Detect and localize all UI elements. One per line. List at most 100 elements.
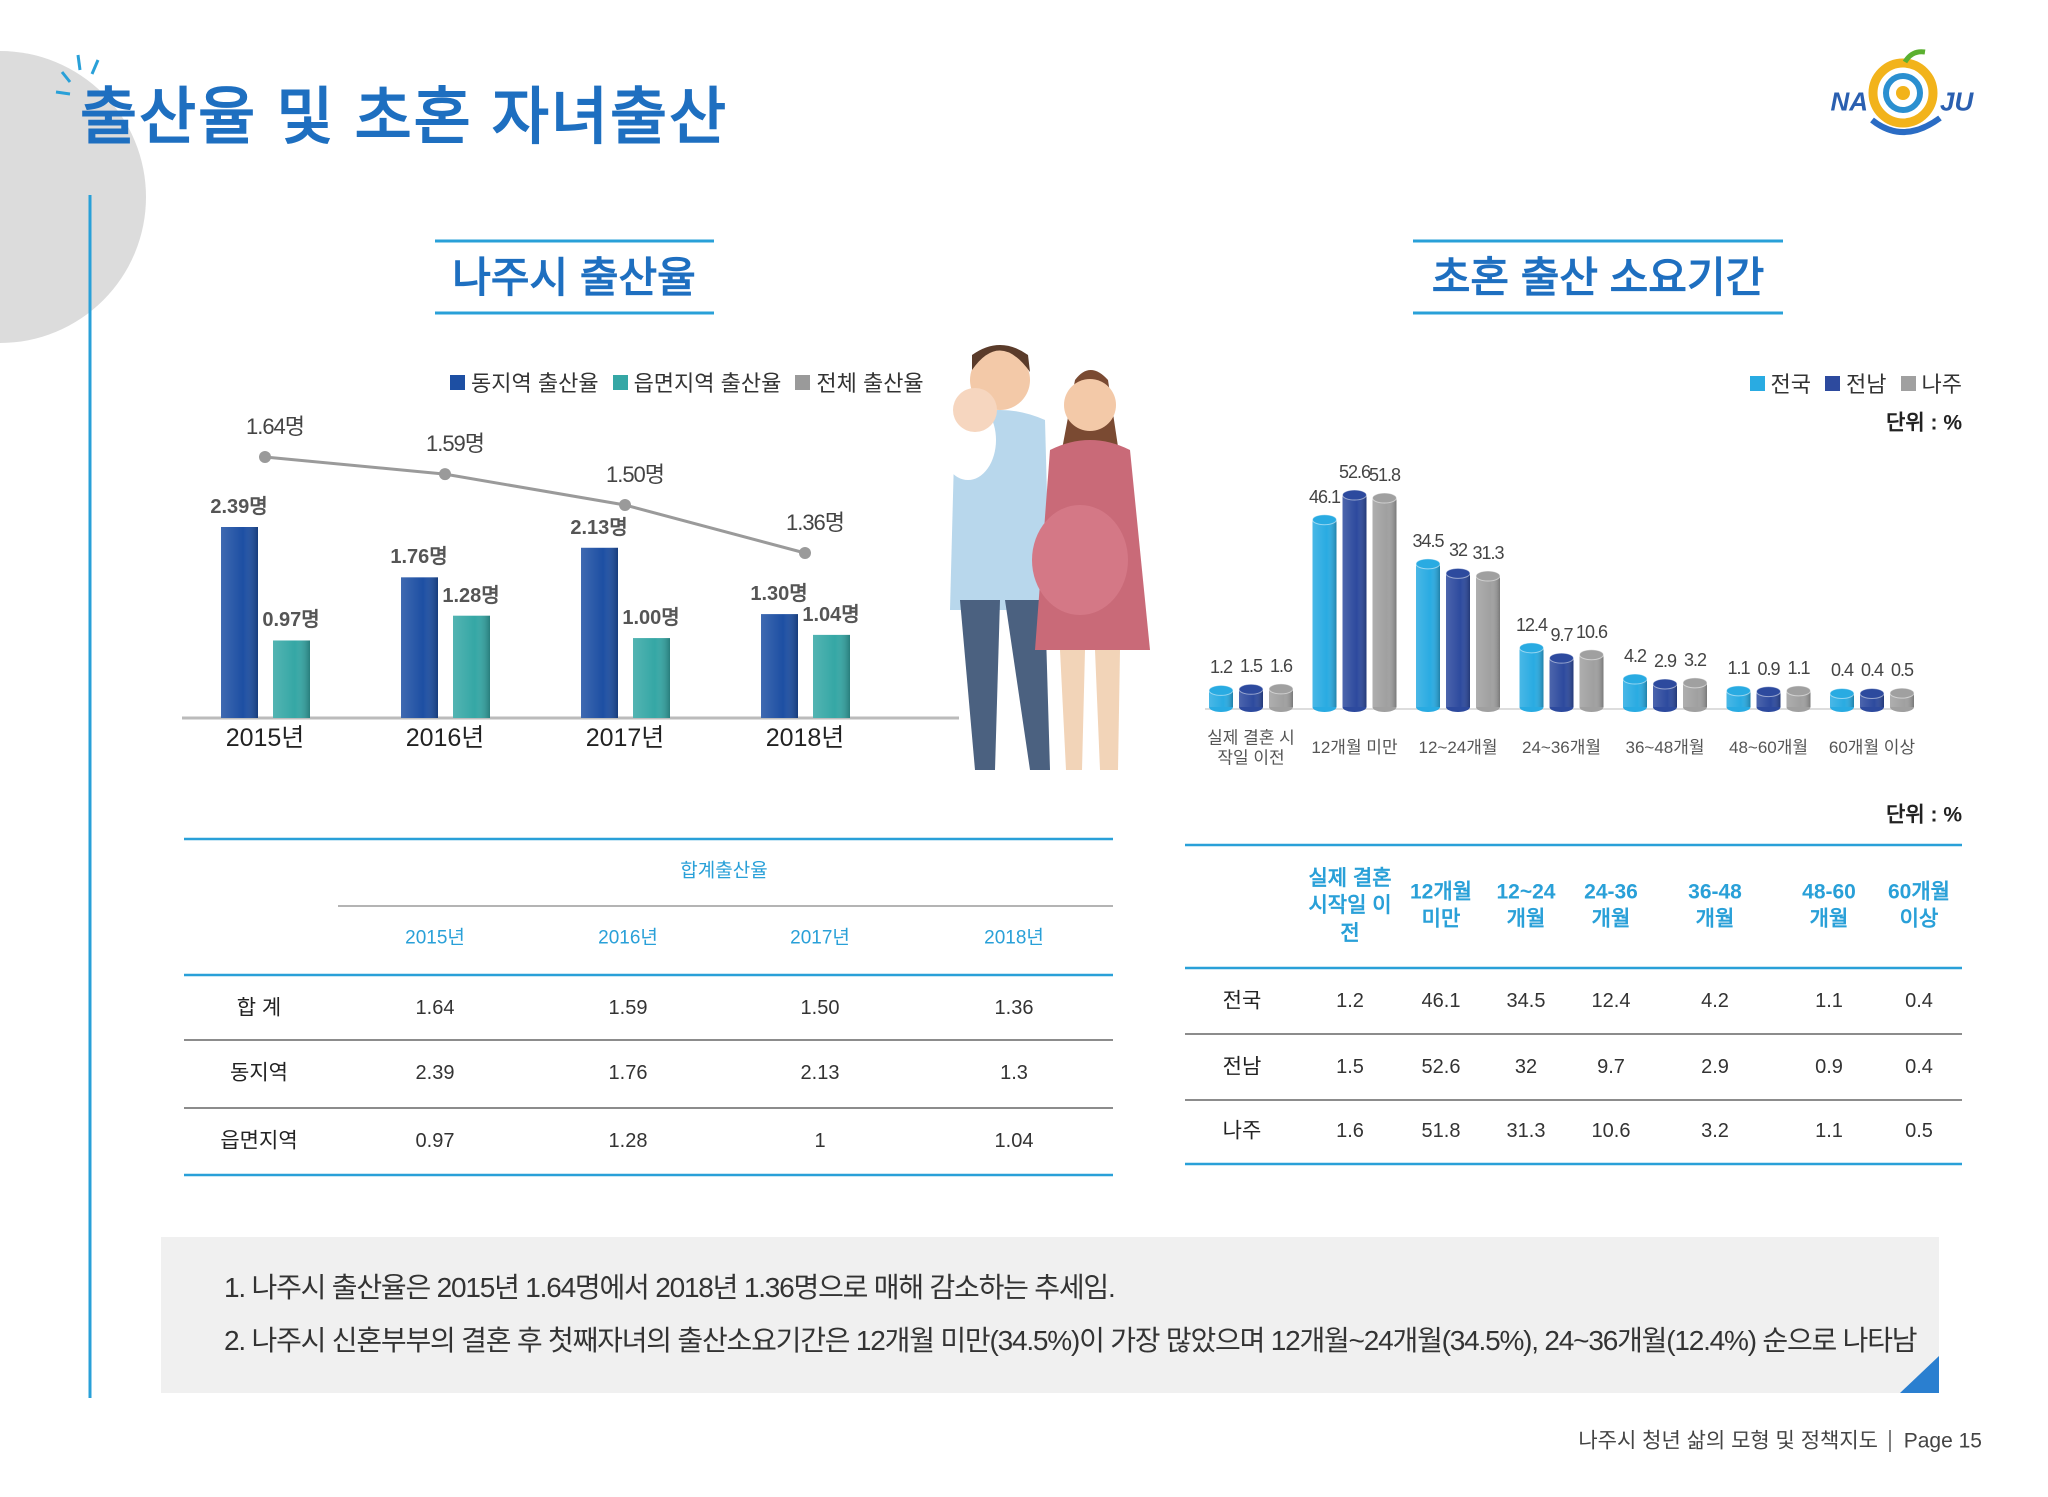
- row-header: 나주: [1222, 1119, 1262, 1143]
- table-cell: 1.59: [608, 997, 648, 1019]
- section-title: 나주시 출산율: [452, 253, 696, 301]
- bar-cap: [1519, 642, 1544, 654]
- x-tick-label: 실제 결혼 시작일 이전: [1207, 728, 1295, 767]
- value-label: 32: [1448, 540, 1468, 561]
- bar-cap: [1415, 558, 1441, 570]
- x-tick-label: 48~60개월: [1728, 738, 1809, 758]
- column-header: 2018년: [984, 927, 1044, 949]
- table-cell: 1.36: [994, 997, 1034, 1019]
- table-cell: 1.28: [608, 1130, 648, 1152]
- value-label: 1.5: [1239, 656, 1263, 677]
- value-label: 2.13명: [570, 516, 628, 539]
- bar-shade: [1476, 575, 1500, 707]
- value-label: 1.76명: [390, 546, 448, 569]
- deco-circle: [0, 51, 146, 343]
- table-cell: 10.6: [1591, 1120, 1631, 1142]
- column-header: 12개월 미만: [1410, 880, 1472, 931]
- legend-item: 전체 출산율: [795, 366, 924, 398]
- table-cell: 1.50: [800, 997, 840, 1019]
- value-label: 0.97명: [262, 609, 320, 632]
- bar-cap: [1445, 567, 1471, 579]
- table-cell: 12.4: [1591, 990, 1631, 1012]
- table-cell: 1.2: [1336, 990, 1364, 1012]
- bar-cap: [1726, 685, 1751, 697]
- bar-cap: [1238, 683, 1264, 695]
- line-point: [259, 451, 271, 463]
- bar-shade: [1653, 683, 1677, 707]
- table-cell: 1.3: [1000, 1062, 1028, 1084]
- column-header: 24-36 개월: [1584, 880, 1638, 931]
- table-cell: 1: [814, 1130, 826, 1152]
- bar-shade: [401, 577, 438, 718]
- x-tick-label: 24~36개월: [1521, 738, 1602, 758]
- x-tick-label: 2017년: [585, 724, 665, 752]
- legend-label: 나주: [1921, 372, 1962, 397]
- value-label: 4.2: [1623, 646, 1647, 667]
- bar-shade: [1549, 658, 1574, 707]
- unit-label: 단위 : %: [1886, 411, 1962, 435]
- bar-shade: [221, 527, 258, 718]
- row-header: 전국: [1222, 989, 1262, 1013]
- logo-text: JU: [1940, 86, 1974, 117]
- value-label: 3.2: [1683, 650, 1707, 671]
- table-cell: 0.9: [1815, 1056, 1843, 1078]
- bar-shade: [1312, 519, 1337, 707]
- column-header: 실제 결혼 시작일 이전: [1308, 867, 1392, 945]
- column-header: 36-48 개월: [1688, 880, 1742, 931]
- legend-item: 읍면지역 출산율: [612, 366, 781, 398]
- bar-cap: [1859, 687, 1885, 699]
- table-cell: 1.5: [1336, 1056, 1364, 1078]
- line-label: 1.36명: [785, 509, 845, 535]
- note: 1. 나주시 출산율은 2015년 1.64명에서 2018년 1.36명으로 …: [224, 1272, 1116, 1304]
- bar-shade: [1372, 498, 1397, 707]
- table-cell: 9.7: [1597, 1056, 1625, 1078]
- table-cell: 2.9: [1701, 1056, 1729, 1078]
- bar-shade: [633, 638, 670, 718]
- legend-label: 전체 출산율: [816, 371, 924, 396]
- column-header: 2017년: [790, 927, 850, 949]
- line-point: [439, 468, 451, 481]
- table-cell: 0.4: [1905, 990, 1933, 1012]
- x-tick-label: 36~48개월: [1625, 738, 1705, 758]
- sparkle: [55, 54, 100, 96]
- legend-item: 나주: [1900, 367, 1962, 399]
- line-point: [619, 499, 631, 511]
- column-header: 60개월 이상: [1888, 880, 1950, 931]
- line-point: [799, 547, 811, 559]
- legend-swatch: [612, 374, 628, 390]
- table-cell: 31.3: [1506, 1120, 1546, 1142]
- line-label: 1.50명: [605, 461, 665, 487]
- line-label: 1.59명: [425, 430, 485, 456]
- bar-shade: [1342, 495, 1367, 707]
- bar-cap: [1475, 570, 1501, 582]
- table-cell: 1.76: [608, 1062, 648, 1084]
- table-cell: 32: [1514, 1056, 1538, 1078]
- value-label: 1.00명: [622, 607, 680, 630]
- bar-shade: [453, 615, 490, 718]
- x-tick-label: 12개월 미만: [1311, 738, 1398, 758]
- line-label: 1.64명: [245, 413, 305, 439]
- note: 2. 나주시 신혼부부의 결혼 후 첫째자녀의 출산소요기간은 12개월 미만(…: [224, 1325, 1918, 1357]
- bar-cap: [1342, 489, 1367, 501]
- x-tick-label: 2018년: [765, 724, 845, 752]
- bar-cap: [1372, 492, 1397, 504]
- row-header: 읍면지역: [220, 1129, 298, 1153]
- value-label: 2.39명: [210, 496, 268, 518]
- bar-shade: [1446, 573, 1470, 707]
- bar-shade: [1519, 647, 1544, 707]
- bar-cap: [1579, 649, 1604, 661]
- value-label: 9.7: [1550, 625, 1573, 646]
- bar-cap: [1652, 678, 1678, 690]
- page-title: 출산율 및 초혼 자녀출산: [80, 82, 729, 152]
- bar-shade: [581, 547, 618, 718]
- value-label: 46.1: [1308, 486, 1341, 507]
- table-cell: 3.2: [1701, 1120, 1729, 1142]
- column-header: 48-60 개월: [1802, 880, 1856, 931]
- bar-cap: [1268, 683, 1294, 695]
- logo-mark: [1868, 49, 1942, 135]
- table-cell: 1.04: [994, 1130, 1034, 1152]
- value-label: 1.1: [1787, 658, 1810, 679]
- legend: 동지역 출산율 읍면지역 출산율 전체 출산율: [450, 366, 924, 398]
